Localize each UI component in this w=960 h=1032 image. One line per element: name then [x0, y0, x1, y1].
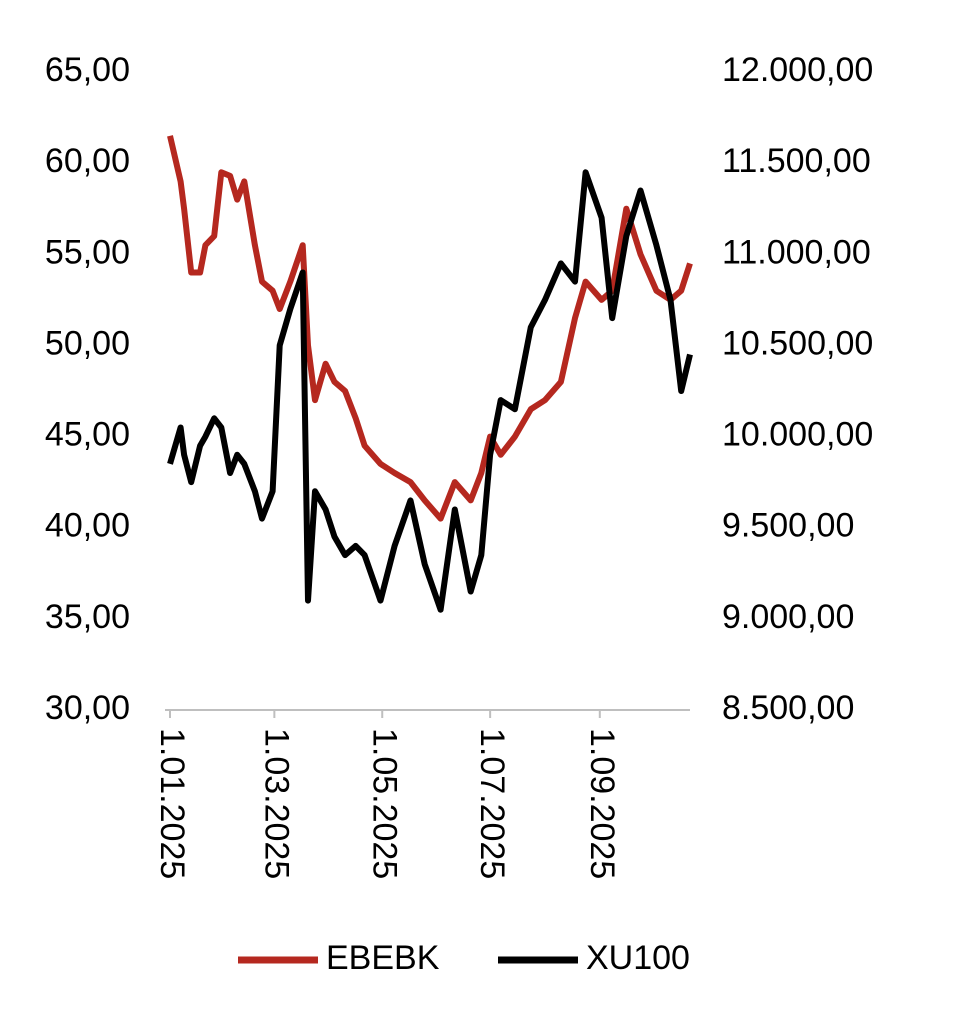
series-line [167, 169, 693, 613]
y2-tick-label: 10.500,00 [722, 324, 873, 362]
y-tick-label: 60,00 [45, 142, 130, 180]
y-tick-label: 30,00 [45, 689, 130, 727]
y2-tick-label: 11.000,00 [722, 233, 871, 271]
x-tick-label: 1.01.2025 [153, 728, 191, 879]
y-tick-label: 45,00 [45, 416, 130, 454]
x-tick-label: 1.05.2025 [365, 728, 403, 879]
x-tick-label: 1.09.2025 [583, 728, 621, 879]
y-tick-label: 40,00 [45, 507, 130, 545]
x-tick-label: 1.03.2025 [257, 728, 295, 879]
y2-tick-label: 8.500,00 [722, 689, 854, 727]
y2-tick-label: 9.500,00 [722, 507, 854, 545]
y2-tick-label: 9.000,00 [722, 598, 854, 636]
legend-label: EBEBK [326, 939, 440, 977]
series-line [167, 135, 693, 522]
legend-label: XU100 [586, 939, 690, 977]
x-tick-label: 1.07.2025 [473, 728, 511, 879]
y-tick-label: 50,00 [45, 324, 130, 362]
y2-tick-label: 12.000,00 [722, 51, 873, 89]
y-tick-label: 55,00 [45, 233, 130, 271]
y-tick-label: 35,00 [45, 598, 130, 636]
y2-tick-label: 10.000,00 [722, 416, 873, 454]
y-tick-label: 65,00 [45, 51, 130, 89]
y2-tick-label: 11.500,00 [722, 142, 871, 180]
